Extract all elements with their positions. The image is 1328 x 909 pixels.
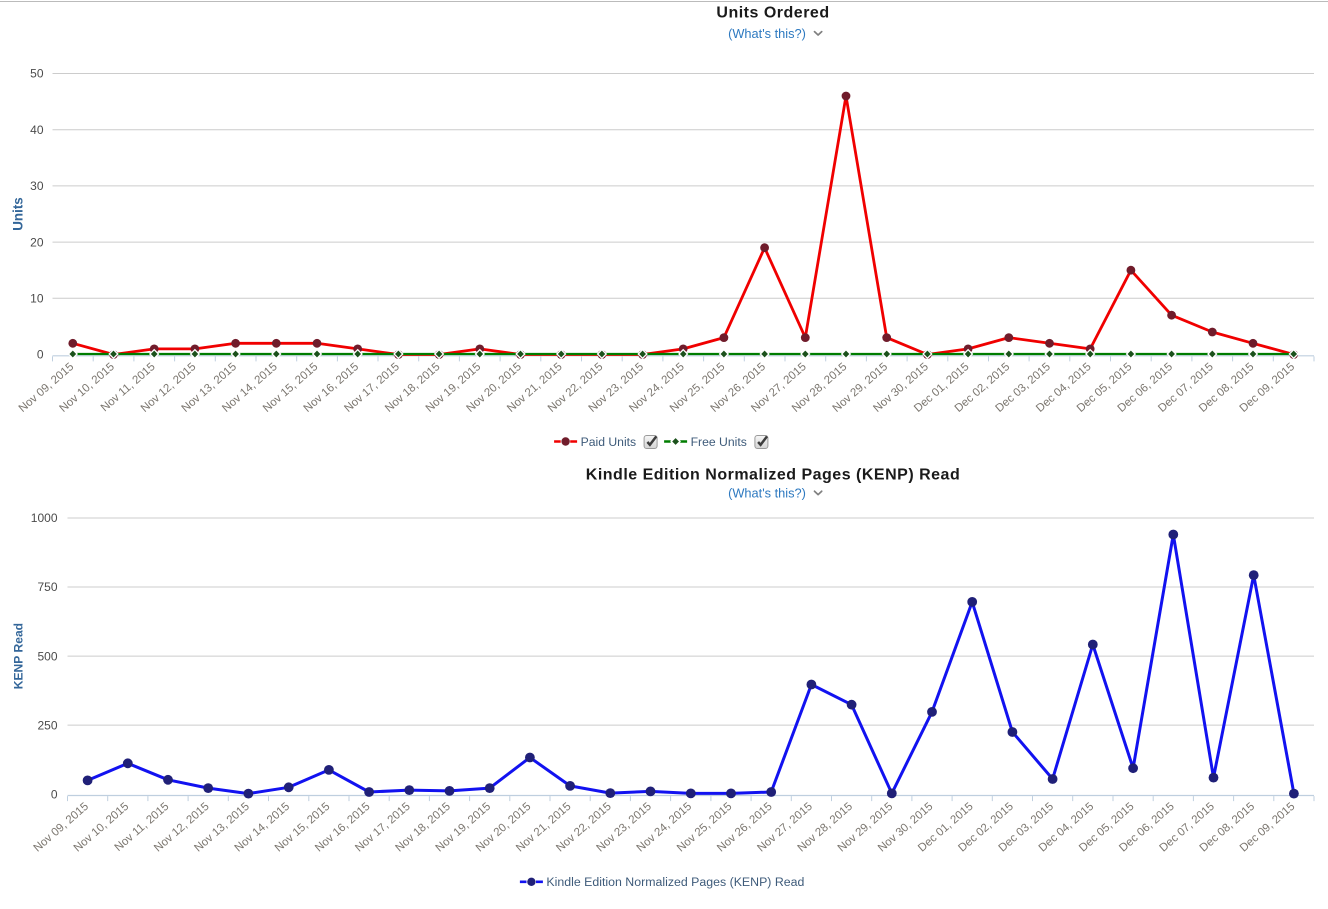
- svg-text:1000: 1000: [31, 511, 58, 525]
- svg-text:0: 0: [51, 787, 58, 801]
- svg-text:20: 20: [30, 235, 44, 249]
- svg-text:Kindle Edition Normalized Page: Kindle Edition Normalized Pages (KENP) R…: [546, 875, 804, 889]
- svg-text:250: 250: [37, 718, 57, 732]
- svg-text:0: 0: [37, 348, 44, 362]
- svg-text:Units Ordered: Units Ordered: [716, 5, 829, 22]
- svg-text:Units: Units: [10, 197, 25, 230]
- svg-text:(What's this?): (What's this?): [728, 486, 806, 501]
- svg-text:Paid Units: Paid Units: [581, 435, 637, 449]
- svg-text:500: 500: [37, 649, 57, 663]
- svg-text:(What's this?): (What's this?): [728, 26, 806, 41]
- svg-text:Kindle Edition Normalized Page: Kindle Edition Normalized Pages (KENP) R…: [586, 467, 960, 484]
- svg-text:Free Units: Free Units: [691, 435, 747, 449]
- svg-text:KENP Read: KENP Read: [11, 623, 25, 689]
- svg-text:10: 10: [30, 292, 44, 306]
- svg-text:50: 50: [30, 67, 44, 81]
- svg-text:40: 40: [30, 123, 44, 137]
- svg-text:750: 750: [37, 580, 57, 594]
- svg-text:30: 30: [30, 179, 44, 193]
